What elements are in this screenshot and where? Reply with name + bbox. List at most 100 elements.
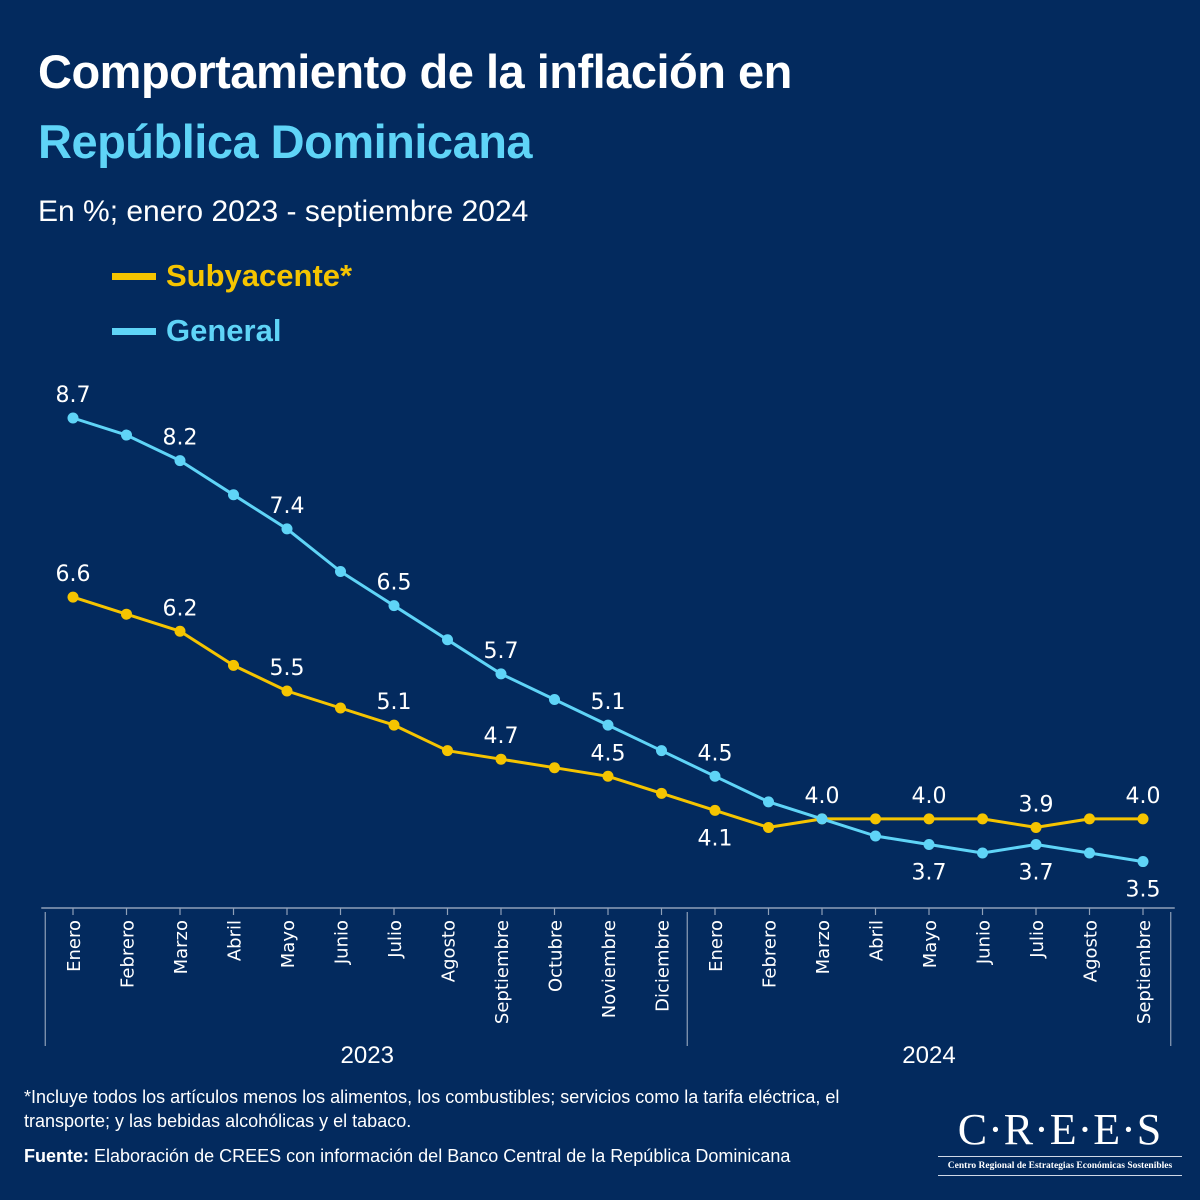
data-label-general: 5.7 [484,639,519,664]
series-lines [72,416,1144,864]
x-axis: Enero Febrero Marzo Abril Mayo Junio Julio Agos… [41,907,1175,1069]
data-point-subyacente [1030,821,1042,833]
series-points [67,412,1149,868]
data-point-subyacente [977,813,988,825]
x-tick-label: Junio [332,920,353,965]
data-label-general: 4.5 [698,741,733,766]
data-label-general: 7.4 [270,494,305,519]
year-label: 2024 [902,1042,955,1069]
data-point-subyacente [174,625,186,637]
x-tick-label: Febrero [118,920,139,988]
x-tick-label: Julio [385,920,406,959]
x-tick-label: Octubre [546,920,567,992]
logo-subtitle: Centro Regional de Estrategias Económica… [947,1161,1173,1171]
data-point-general [602,719,614,731]
data-label-subyacente: 4.1 [698,826,733,851]
data-point-general [442,634,453,646]
data-point-general [1030,839,1042,850]
x-tick-label: Septiembre [1134,920,1155,1024]
legend-item-subyacente: Subyacente* [112,258,352,294]
logo-rule-bottom [938,1175,1182,1176]
data-point-subyacente [709,804,721,816]
data-label-subyacente: 5.1 [377,690,412,715]
x-tick-label: Agosto [439,920,460,982]
data-point-general [977,847,988,859]
data-point-general [656,745,667,757]
data-label-general: 8.7 [56,383,91,408]
crees-logo: C·R·E·E·S Centro Regional de Estrategias… [932,1108,1188,1180]
source-label: Fuente: [24,1146,89,1166]
x-tick-label: Enero [64,920,85,972]
logo-rule [938,1156,1182,1157]
legend-label-general: General [166,313,282,348]
x-tick-label: Abril [867,920,888,961]
line-chart: Enero Febrero Marzo Abril Mayo Junio Julio Agos… [41,383,1175,1069]
data-label-subyacente: 3.9 [1019,792,1054,817]
data-point-general [174,455,186,467]
data-labels: 6.6 6.2 5.5 5.1 4.7 4.5 4.1 4.0 4.0 3.9 4.0 8.7 8.2 7… [56,383,1161,903]
x-tick-label: Enero [706,920,727,972]
data-label-subyacente: 4.5 [591,741,626,766]
data-point-general [870,830,881,842]
data-point-subyacente [602,770,614,782]
data-label-general: 8.2 [163,426,198,451]
data-label-general: 3.7 [1019,861,1054,886]
data-point-general [1084,847,1095,859]
legend-swatch-general [112,327,156,335]
data-point-subyacente [923,813,935,825]
legend-item-general: General [112,313,281,349]
logo-wordmark: C·R·E·E·S [957,1105,1163,1154]
data-point-subyacente [656,787,667,799]
series-line-general [72,416,1144,864]
legend-label-subyacente: Subyacente* [166,258,353,293]
data-point-general [495,668,507,680]
data-label-subyacente: 6.6 [56,562,91,587]
data-label-subyacente: 4.0 [912,784,947,809]
legend-swatch-subyacente [112,272,156,280]
data-point-general [549,693,560,705]
x-tick-label: Mayo [920,920,941,968]
data-point-subyacente [228,659,239,671]
data-label-general: 5.1 [591,690,626,715]
data-point-general [816,813,828,825]
data-point-subyacente [870,813,881,825]
data-point-subyacente [388,719,400,731]
footnote: *Incluye todos los artículos menos los a… [24,1087,840,1131]
data-label-subyacente: 4.0 [1126,784,1161,809]
data-label-general: 6.5 [377,571,412,596]
data-point-subyacente [121,608,132,620]
data-point-subyacente [67,591,79,603]
data-point-general [763,796,774,808]
data-point-general [67,412,79,424]
data-label-subyacente: 5.5 [270,656,305,681]
chart-title-line1: Comportamiento de la inflación en [38,45,792,98]
data-point-subyacente [763,821,774,833]
data-point-general [335,566,346,578]
data-point-general [923,839,935,850]
data-label-subyacente: 4.7 [484,724,519,749]
data-point-general [388,600,400,612]
data-label-general: 3.7 [912,861,947,886]
data-point-general [228,489,239,501]
x-tick-label: Marzo [813,920,834,974]
data-point-subyacente [1137,813,1149,825]
data-label-general: 3.5 [1126,878,1161,903]
x-tick-label: Marzo [171,920,192,974]
x-tick-label: Agosto [1081,920,1102,982]
data-point-subyacente [442,745,453,757]
data-point-subyacente [549,762,560,774]
x-tick-label: Noviembre [599,920,620,1018]
year-label: 2023 [341,1042,394,1069]
x-tick-label: Diciembre [653,920,674,1012]
data-point-general [281,523,293,535]
x-tick-label: Junio [974,920,995,965]
data-point-subyacente [335,702,346,714]
source-text: Elaboración de CREES con información del… [89,1146,791,1166]
data-label-subyacente: 4.0 [805,784,840,809]
x-tick-label: Septiembre [492,920,513,1024]
data-point-general [1137,856,1149,868]
x-tick-label: Mayo [278,920,299,968]
data-point-subyacente [281,685,293,697]
data-label-subyacente: 6.2 [163,596,198,621]
chart-title-line2: República Dominicana [38,115,533,168]
